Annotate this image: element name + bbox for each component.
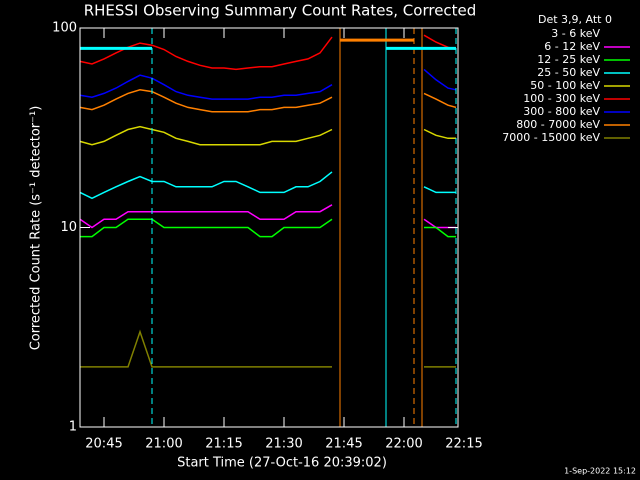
x-tick-label: 22:00 <box>385 437 422 452</box>
legend-title: Det 3,9, Att 0 <box>538 13 612 26</box>
footer: 1-Sep-2022 15:12 <box>564 467 636 476</box>
series-line <box>80 218 456 238</box>
y-axis-label: Corrected Count Rate (s⁻¹ detector⁻¹) <box>29 106 44 351</box>
chart-title: RHESSI Observing Summary Count Rates, Co… <box>84 2 477 20</box>
series-line <box>79 89 457 113</box>
y-tick-label: 10 <box>60 220 77 235</box>
legend-label: 50 - 100 keV <box>530 79 600 92</box>
legend-label: 3 - 6 keV <box>551 27 600 40</box>
legend-label: 25 - 50 keV <box>537 66 600 79</box>
x-tick-label: 21:30 <box>265 437 302 452</box>
y-tick-label: 1 <box>69 420 77 435</box>
legend-label: 800 - 7000 keV <box>516 118 600 131</box>
legend-label: 6 - 12 keV <box>544 40 600 53</box>
x-tick-label: 21:00 <box>145 437 182 452</box>
legend-label: 300 - 800 keV <box>523 105 600 118</box>
legend-label: 7000 - 15000 keV <box>502 131 600 144</box>
series-line <box>79 125 456 146</box>
y-tick-label: 100 <box>52 21 77 36</box>
legend-label: 100 - 300 keV <box>523 92 600 105</box>
x-tick-label: 20:45 <box>85 437 122 452</box>
series-line <box>79 171 456 200</box>
x-tick-label: 21:15 <box>205 437 242 452</box>
series-line <box>79 162 456 220</box>
x-tick-label: 21:45 <box>325 437 362 452</box>
series-line <box>80 329 456 368</box>
x-tick-label: 22:15 <box>445 437 482 452</box>
legend-label: 12 - 25 keV <box>537 53 600 66</box>
x-axis-label: Start Time (27-Oct-16 20:39:02) <box>177 456 387 471</box>
series-line <box>79 68 457 100</box>
